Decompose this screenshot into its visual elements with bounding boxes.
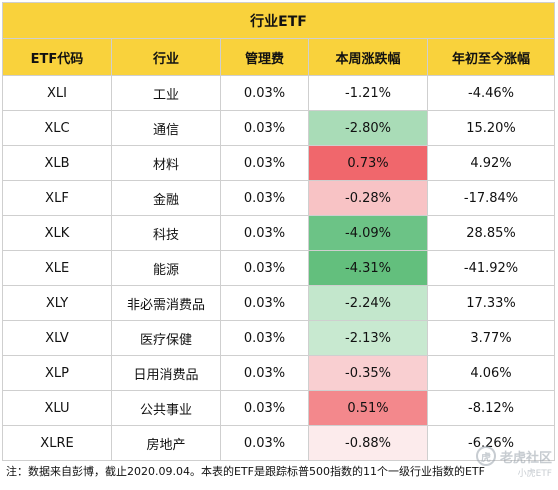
table-row: XLV 医疗保健 0.03% -2.13% 3.77%	[2, 320, 556, 356]
watermark-text: 老虎社区	[499, 450, 552, 466]
cell-fee: 0.03%	[220, 215, 309, 251]
cell-ytd-change: -4.46%	[426, 75, 556, 111]
cell-sector: 医疗保健	[111, 320, 221, 356]
cell-code: XLV	[2, 320, 112, 356]
table-row: XLE 能源 0.03% -4.31% -41.92%	[2, 250, 556, 286]
cell-sector: 房地产	[111, 425, 221, 461]
cell-fee: 0.03%	[220, 390, 309, 426]
cell-fee: 0.03%	[220, 145, 309, 181]
table-row: XLRE 房地产 0.03% -0.88% -6.26%	[2, 425, 556, 461]
etf-table: 行业ETF ETF代码 行业 管理费 本周涨跌幅 年初至今涨幅 XLI 工业 0.0…	[1, 2, 556, 461]
cell-week-change: -2.80%	[308, 110, 428, 146]
table-row: XLB 材料 0.03% 0.73% 4.92%	[2, 145, 556, 181]
cell-sector: 公共事业	[111, 390, 221, 426]
cell-week-change: -4.09%	[308, 215, 428, 251]
cell-sector: 科技	[111, 215, 221, 251]
table-title: 行业ETF	[1, 2, 556, 39]
cell-ytd-change: 17.33%	[426, 285, 556, 321]
cell-code: XLY	[2, 285, 112, 321]
table-row: XLK 科技 0.03% -4.09% 28.85%	[2, 215, 556, 251]
cell-ytd-change: 3.77%	[426, 320, 556, 356]
cell-ytd-change: 15.20%	[426, 110, 556, 146]
cell-ytd-change: -41.92%	[426, 250, 556, 286]
cell-sector: 通信	[111, 110, 221, 146]
cell-sector: 能源	[111, 250, 221, 286]
table-row: XLI 工业 0.03% -1.21% -4.46%	[2, 75, 556, 111]
etf-table-container: 行业ETF ETF代码 行业 管理费 本周涨跌幅 年初至今涨幅 XLI 工业 0.0…	[1, 2, 556, 461]
cell-week-change: -2.13%	[308, 320, 428, 356]
cell-code: XLI	[2, 75, 112, 111]
cell-ytd-change: 4.06%	[426, 355, 556, 391]
cell-week-change: -1.21%	[308, 75, 428, 111]
cell-fee: 0.03%	[220, 320, 309, 356]
cell-ytd-change: 28.85%	[426, 215, 556, 251]
cell-sector: 金融	[111, 180, 221, 216]
cell-week-change: 0.51%	[308, 390, 428, 426]
cell-fee: 0.03%	[220, 250, 309, 286]
cell-ytd-change: -17.84%	[426, 180, 556, 216]
table-row: XLU 公共事业 0.03% 0.51% -8.12%	[2, 390, 556, 426]
cell-code: XLB	[2, 145, 112, 181]
cell-fee: 0.03%	[220, 355, 309, 391]
cell-code: XLP	[2, 355, 112, 391]
cell-ytd-change: -8.12%	[426, 390, 556, 426]
cell-fee: 0.03%	[220, 285, 309, 321]
watermark-subtext: 小虎ETF	[517, 469, 552, 479]
cell-week-change: -2.24%	[308, 285, 428, 321]
cell-week-change: -0.28%	[308, 180, 428, 216]
cell-code: XLK	[2, 215, 112, 251]
cell-fee: 0.03%	[220, 180, 309, 216]
cell-week-change: -4.31%	[308, 250, 428, 286]
column-header-fee: 管理费	[220, 38, 309, 76]
cell-sector: 非必需消费品	[111, 285, 221, 321]
column-header-ytd-change: 年初至今涨幅	[426, 38, 556, 76]
cell-sector: 日用消费品	[111, 355, 221, 391]
cell-fee: 0.03%	[220, 425, 309, 461]
cell-code: XLF	[2, 180, 112, 216]
column-header-sector: 行业	[111, 38, 221, 76]
column-header-week-change: 本周涨跌幅	[308, 38, 428, 76]
table-row: XLF 金融 0.03% -0.28% -17.84%	[2, 180, 556, 216]
cell-week-change: 0.73%	[308, 145, 428, 181]
cell-ytd-change: 4.92%	[426, 145, 556, 181]
cell-fee: 0.03%	[220, 75, 309, 111]
cell-code: XLRE	[2, 425, 112, 461]
table-row: XLP 日用消费品 0.03% -0.35% 4.06%	[2, 355, 556, 391]
table-row: XLC 通信 0.03% -2.80% 15.20%	[2, 110, 556, 146]
cell-code: XLC	[2, 110, 112, 146]
tiger-logo-icon: 虎	[475, 446, 496, 466]
cell-code: XLU	[2, 390, 112, 426]
footnote: 注：数据来自彭博，截止2020.09.04。本表的ETF是跟踪标普500指数的1…	[6, 465, 485, 478]
cell-fee: 0.03%	[220, 110, 309, 146]
cell-week-change: -0.88%	[308, 425, 428, 461]
cell-week-change: -0.35%	[308, 355, 428, 391]
cell-sector: 工业	[111, 75, 221, 111]
column-header-code: ETF代码	[2, 38, 112, 76]
cell-sector: 材料	[111, 145, 221, 181]
table-row: XLY 非必需消费品 0.03% -2.24% 17.33%	[2, 285, 556, 321]
cell-code: XLE	[2, 250, 112, 286]
watermark: 虎 老虎社区 小虎ETF	[475, 446, 552, 479]
